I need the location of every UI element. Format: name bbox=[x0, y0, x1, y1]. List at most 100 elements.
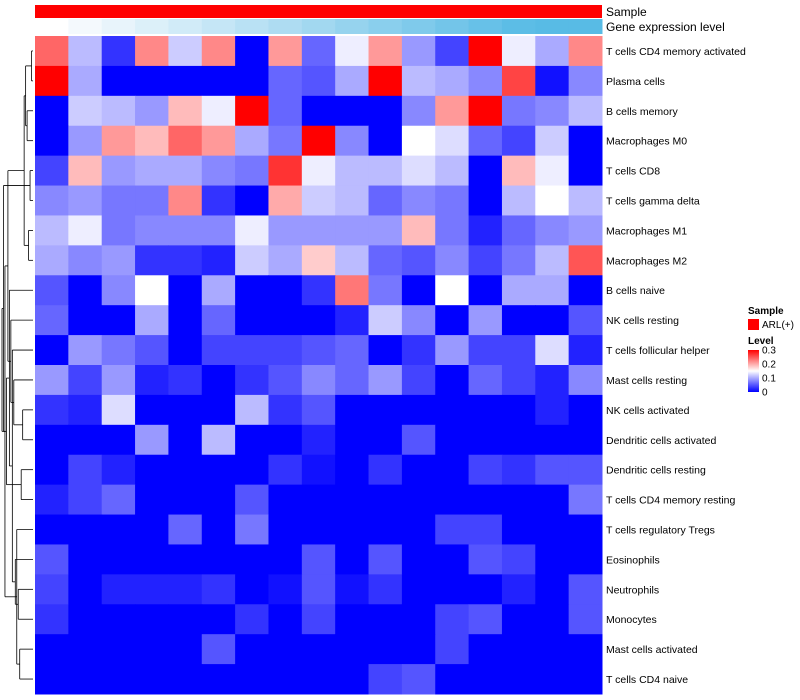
gene-expression-track-cell bbox=[168, 19, 203, 34]
heatmap-cell bbox=[501, 305, 536, 336]
heatmap-cell bbox=[535, 65, 570, 97]
heatmap-cell bbox=[35, 514, 69, 545]
heatmap-cell bbox=[68, 484, 103, 516]
heatmap-cell bbox=[268, 36, 303, 67]
row-label: Dendritic cells resting bbox=[606, 465, 706, 477]
heatmap-cell bbox=[501, 125, 536, 157]
gene-expression-track-cell bbox=[101, 19, 136, 34]
heatmap-cell bbox=[401, 365, 436, 396]
heatmap-cell bbox=[568, 664, 603, 695]
heatmap-cell bbox=[501, 65, 536, 97]
heatmap-cell bbox=[135, 574, 169, 605]
sample-track-label: Sample bbox=[606, 5, 647, 19]
heatmap-cell bbox=[535, 514, 570, 545]
heatmap-cell bbox=[201, 574, 236, 605]
heatmap-cell bbox=[301, 215, 336, 246]
heatmap-cell bbox=[235, 245, 269, 276]
heatmap-cell bbox=[335, 36, 370, 67]
heatmap-cell bbox=[435, 365, 470, 396]
heatmap-cell bbox=[101, 215, 136, 246]
heatmap-cell bbox=[101, 36, 136, 67]
heatmap-cell bbox=[268, 215, 303, 246]
heatmap-cell bbox=[301, 335, 336, 366]
heatmap-cell bbox=[168, 664, 203, 695]
heatmap-cell bbox=[568, 604, 603, 635]
heatmap-cell bbox=[535, 454, 570, 486]
heatmap-cell bbox=[201, 544, 236, 575]
heatmap-cell bbox=[501, 394, 536, 426]
heatmap-cell bbox=[468, 215, 503, 246]
heatmap-cell bbox=[301, 484, 336, 516]
heatmap-cell bbox=[35, 574, 69, 605]
heatmap-cell bbox=[235, 424, 269, 456]
row-label: T cells CD4 memory resting bbox=[606, 495, 735, 507]
heatmap-cell bbox=[201, 305, 236, 336]
gene-expression-track-cell bbox=[268, 19, 303, 34]
heatmap-cell bbox=[335, 604, 370, 635]
heatmap-cell bbox=[35, 36, 69, 67]
heatmap-cell bbox=[101, 275, 136, 306]
heatmap-cell bbox=[301, 36, 336, 67]
row-label: T cells gamma delta bbox=[606, 196, 700, 208]
heatmap-cell bbox=[135, 95, 169, 127]
heatmap-cell bbox=[68, 215, 103, 246]
heatmap-cell bbox=[501, 275, 536, 306]
heatmap-cell bbox=[435, 155, 470, 187]
heatmap-cell bbox=[168, 335, 203, 366]
heatmap-cell bbox=[35, 424, 69, 456]
heatmap-cell bbox=[135, 36, 169, 67]
heatmap-cell bbox=[468, 335, 503, 366]
heatmap-cell bbox=[368, 125, 403, 157]
heatmap-cell bbox=[168, 185, 203, 216]
row-label: Neutrophils bbox=[606, 584, 659, 596]
heatmap-cell bbox=[368, 155, 403, 187]
heatmap-cell bbox=[501, 335, 536, 366]
heatmap-cell bbox=[568, 484, 603, 516]
row-label: Macrophages M2 bbox=[606, 255, 687, 267]
gene-expression-track-cell bbox=[335, 19, 370, 34]
heatmap-cell bbox=[368, 604, 403, 635]
heatmap-cell bbox=[235, 215, 269, 246]
heatmap-cell bbox=[268, 454, 303, 486]
heatmap-cell bbox=[368, 185, 403, 216]
heatmap-cell bbox=[268, 394, 303, 426]
legend-level-tick: 0 bbox=[762, 388, 768, 399]
heatmap-cell bbox=[35, 155, 69, 187]
heatmap-cell bbox=[101, 664, 136, 695]
heatmap-cell bbox=[468, 305, 503, 336]
heatmap-cell bbox=[301, 544, 336, 575]
heatmap-cell bbox=[468, 155, 503, 187]
heatmap-cell bbox=[535, 664, 570, 695]
heatmap-cell bbox=[35, 484, 69, 516]
heatmap-cell bbox=[168, 155, 203, 187]
heatmap-cell bbox=[68, 394, 103, 426]
heatmap-cell bbox=[101, 155, 136, 187]
heatmap-cell bbox=[435, 604, 470, 635]
gene-expression-track-cell bbox=[535, 19, 570, 34]
row-label: T cells regulatory Tregs bbox=[606, 525, 715, 537]
heatmap-cell bbox=[535, 125, 570, 157]
legend: Sample ARL(+) Level 0.3 0.2 0.1 0 bbox=[748, 306, 794, 399]
heatmap-cell bbox=[435, 664, 470, 695]
heatmap-cell bbox=[468, 544, 503, 575]
heatmap-cell bbox=[168, 424, 203, 456]
heatmap-cell bbox=[201, 394, 236, 426]
heatmap-cell bbox=[435, 215, 470, 246]
heatmap-cell bbox=[501, 604, 536, 635]
heatmap-cell bbox=[68, 424, 103, 456]
heatmap-cell bbox=[35, 95, 69, 127]
heatmap-cell bbox=[68, 574, 103, 605]
heatmap-cell bbox=[468, 95, 503, 127]
heatmap-cell bbox=[468, 245, 503, 276]
gene-expression-track-cell bbox=[568, 19, 603, 34]
heatmap-cell bbox=[35, 275, 69, 306]
heatmap-cell bbox=[235, 664, 269, 695]
heatmap-cell bbox=[535, 275, 570, 306]
heatmap-cell bbox=[168, 36, 203, 67]
heatmap-cell bbox=[368, 215, 403, 246]
row-label: Macrophages M1 bbox=[606, 225, 687, 237]
heatmap-cell bbox=[135, 155, 169, 187]
heatmap-cell bbox=[468, 185, 503, 216]
heatmap-cell bbox=[368, 544, 403, 575]
